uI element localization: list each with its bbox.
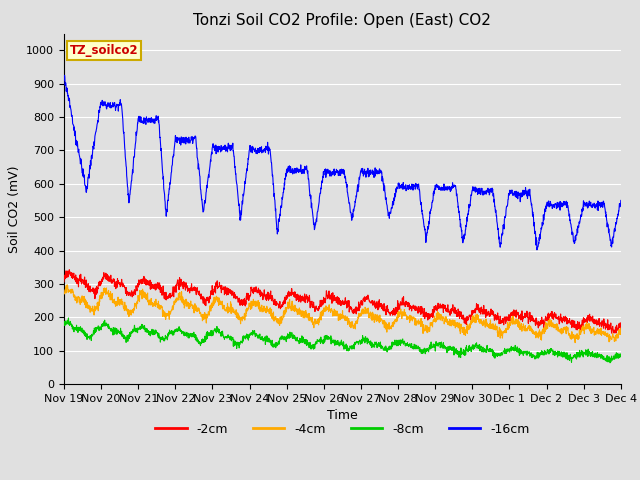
Y-axis label: Soil CO2 (mV): Soil CO2 (mV) [8, 165, 20, 252]
Text: TZ_soilco2: TZ_soilco2 [70, 44, 138, 57]
Title: Tonzi Soil CO2 Profile: Open (East) CO2: Tonzi Soil CO2 Profile: Open (East) CO2 [193, 13, 492, 28]
X-axis label: Time: Time [327, 409, 358, 422]
Legend: -2cm, -4cm, -8cm, -16cm: -2cm, -4cm, -8cm, -16cm [150, 418, 534, 441]
